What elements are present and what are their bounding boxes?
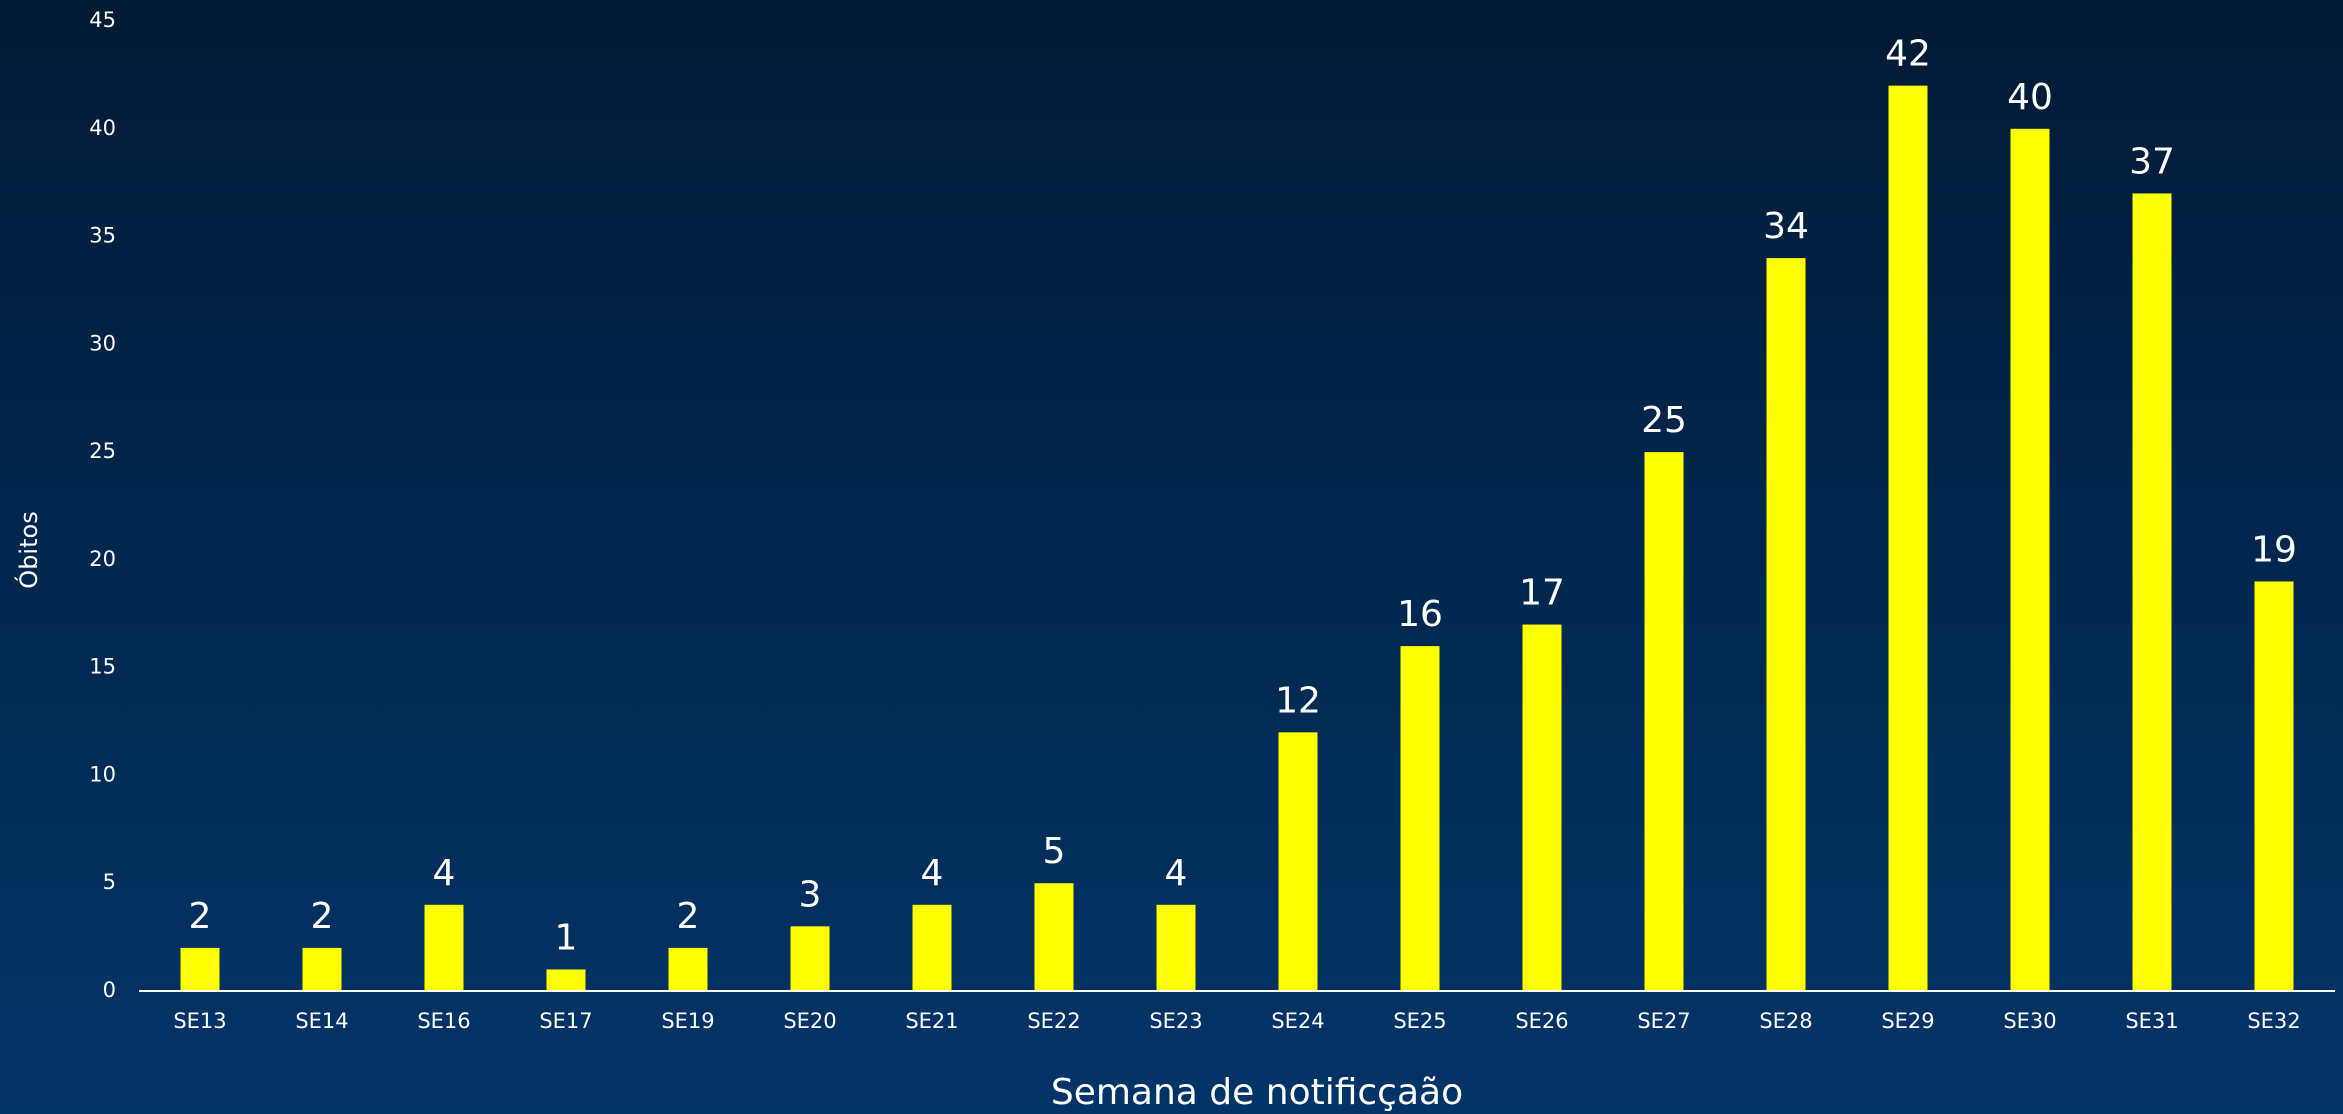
bar [546, 969, 586, 991]
bar [302, 947, 342, 991]
bar [2010, 128, 2050, 991]
data-label: 1 [555, 917, 578, 958]
data-label: 19 [2251, 529, 2297, 570]
x-tick-label: SE21 [905, 1009, 958, 1033]
data-label: 4 [921, 853, 944, 894]
bar [912, 904, 952, 991]
bar [2132, 193, 2172, 991]
x-tick-label: SE19 [661, 1009, 714, 1033]
data-label: 17 [1519, 573, 1565, 614]
data-label: 4 [1165, 853, 1188, 894]
x-tick-label: SE31 [2125, 1009, 2178, 1033]
bar [668, 947, 708, 991]
x-tick-label: SE28 [1759, 1009, 1812, 1033]
y-tick-label: 35 [89, 224, 116, 248]
x-tick-label: SE17 [539, 1009, 592, 1033]
data-label: 2 [677, 896, 700, 937]
x-tick-label: SE24 [1271, 1009, 1324, 1033]
data-label: 42 [1885, 34, 1931, 75]
y-tick-label: 5 [103, 870, 116, 894]
x-tick-label: SE26 [1515, 1009, 1568, 1033]
bar [1522, 624, 1562, 991]
bar [1156, 904, 1196, 991]
data-label: 2 [311, 896, 334, 937]
y-tick-label: 30 [89, 331, 116, 355]
x-tick-label: SE22 [1027, 1009, 1080, 1033]
x-tick-label: SE16 [417, 1009, 470, 1033]
data-label: 25 [1641, 400, 1687, 441]
x-tick-label: SE32 [2247, 1009, 2300, 1033]
data-label: 12 [1275, 680, 1321, 721]
data-label: 5 [1043, 831, 1066, 872]
y-tick-label: 15 [89, 655, 116, 679]
y-tick-label: 10 [89, 762, 116, 786]
x-tick-label: SE30 [2003, 1009, 2056, 1033]
bar [1644, 452, 1684, 992]
x-tick-label: SE25 [1393, 1009, 1446, 1033]
y-tick-label: 45 [89, 8, 116, 32]
x-tick-label: SE29 [1881, 1009, 1934, 1033]
x-axis-title: Semana de notificçaão [1051, 1072, 1463, 1113]
bar [1888, 85, 1928, 991]
y-tick-label: 25 [89, 439, 116, 463]
y-axis-title: Óbitos [13, 511, 43, 588]
bar [1400, 646, 1440, 991]
bar [424, 904, 464, 991]
x-tick-label: SE23 [1149, 1009, 1202, 1033]
bar [1278, 732, 1318, 991]
y-tick-label: 0 [103, 978, 116, 1002]
x-tick-label: SE14 [295, 1009, 348, 1033]
data-label: 16 [1397, 594, 1443, 635]
bar [790, 926, 830, 991]
bar [2254, 581, 2294, 991]
data-label: 34 [1763, 206, 1809, 247]
x-tick-label: SE27 [1637, 1009, 1690, 1033]
data-label: 40 [2007, 77, 2053, 118]
y-tick-label: 40 [89, 116, 116, 140]
data-label: 4 [433, 853, 456, 894]
data-label: 3 [799, 874, 822, 915]
data-label: 2 [189, 896, 212, 937]
bar [1766, 258, 1806, 992]
x-tick-label: SE20 [783, 1009, 836, 1033]
x-tick-label: SE13 [173, 1009, 226, 1033]
y-tick-label: 20 [89, 547, 116, 571]
bar [180, 947, 220, 991]
bar [1034, 883, 1074, 991]
data-label: 37 [2129, 141, 2175, 182]
